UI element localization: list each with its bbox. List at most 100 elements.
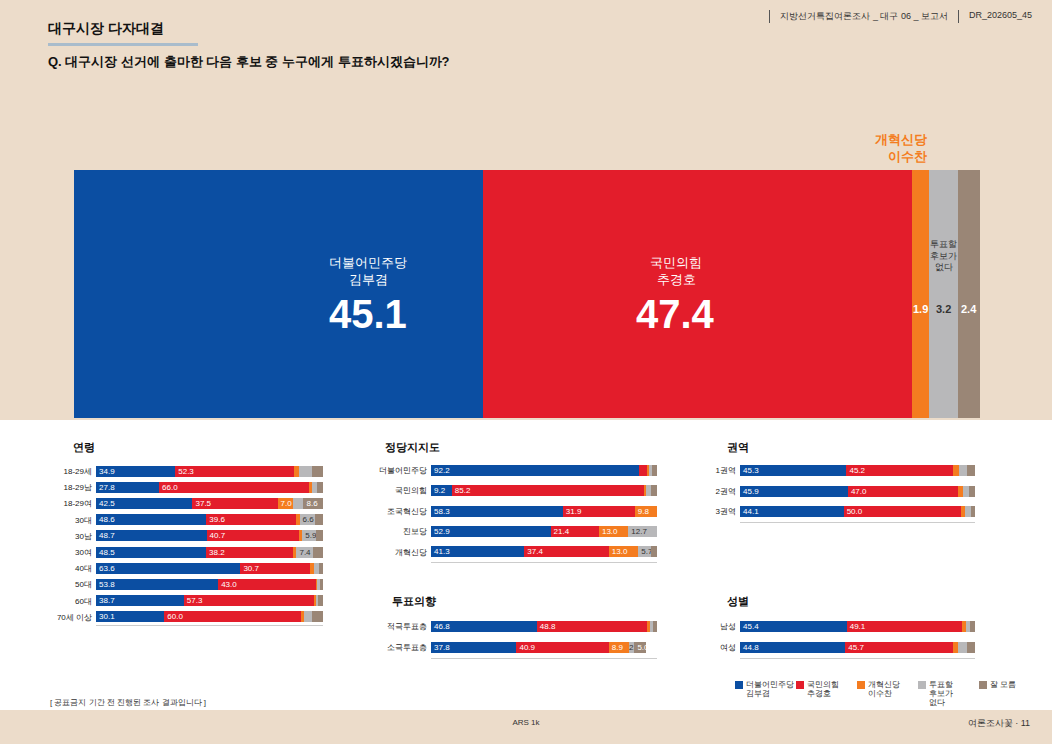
svg-text:37.4: 37.4 [527,547,543,556]
svg-text:53.8: 53.8 [99,580,115,589]
svg-text:2권역: 2권역 [716,487,736,496]
svg-text:1.9: 1.9 [913,303,928,315]
html-text:개혁신당 이수찬: 개혁신당 이수찬 [868,680,900,698]
svg-text:48.6: 48.6 [99,515,115,524]
svg-text:개혁신당이수찬: 개혁신당이수찬 [875,132,927,164]
svg-text:9.2: 9.2 [434,486,446,495]
html-text:성별: 성별 [727,595,749,607]
svg-text:더불어민주당김부겸: 더불어민주당김부겸 [329,255,407,287]
svg-text:5.9: 5.9 [305,531,317,540]
svg-text:개혁신당: 개혁신당 [395,548,427,557]
svg-text:30.7: 30.7 [243,564,259,573]
svg-text:더불어민주당: 더불어민주당 [379,466,427,475]
svg-text:92.2: 92.2 [434,466,450,475]
svg-text:40대: 40대 [75,564,92,573]
svg-text:48.5: 48.5 [99,548,115,557]
svg-text:38.2: 38.2 [209,548,225,557]
svg-text:2.4: 2.4 [961,303,977,315]
svg-text:소극투표층: 소극투표층 [387,643,427,652]
html-text:대구시장 다자대결: 대구시장 다자대결 [48,20,164,36]
svg-text:7.4: 7.4 [299,548,311,557]
svg-text:투표할후보가없다: 투표할후보가없다 [930,239,957,272]
svg-text:37.5: 37.5 [195,499,211,508]
svg-text:13.0: 13.0 [602,527,618,536]
svg-text:1권역: 1권역 [716,466,736,475]
svg-text:45.3: 45.3 [743,466,759,475]
svg-text:30남: 30남 [75,532,92,541]
svg-text:적극투표층: 적극투표층 [387,622,427,631]
html-text:DR_202605_45: DR_202605_45 [968,10,1032,20]
svg-text:85.2: 85.2 [455,486,471,495]
svg-text:44.1: 44.1 [743,507,759,516]
svg-text:21.4: 21.4 [554,527,570,536]
svg-text:48.7: 48.7 [99,531,115,540]
svg-text:40.7: 40.7 [210,531,226,540]
svg-text:7.0: 7.0 [281,499,293,508]
svg-text:12.7: 12.7 [631,527,647,536]
svg-text:30여: 30여 [75,548,92,557]
html-text:투표할 후보가 없다: 투표할 후보가 없다 [929,680,953,707]
svg-text:52.9: 52.9 [434,527,450,536]
svg-text:63.6: 63.6 [99,564,115,573]
svg-text:38.7: 38.7 [99,596,115,605]
svg-text:5.7: 5.7 [641,547,653,556]
svg-text:국민의힘추경호: 국민의힘추경호 [650,255,702,287]
html-text:권역: 권역 [727,441,749,453]
svg-text:42.5: 42.5 [99,499,115,508]
svg-text:57.3: 57.3 [187,596,203,605]
svg-text:8.9: 8.9 [612,643,624,652]
svg-text:37.8: 37.8 [434,643,450,652]
svg-text:58.3: 58.3 [434,507,450,516]
svg-text:41.3: 41.3 [434,547,450,556]
svg-text:30.1: 30.1 [99,612,115,621]
svg-text:44.8: 44.8 [743,643,759,652]
svg-text:진보당: 진보당 [403,527,427,536]
svg-text:여성: 여성 [720,643,736,652]
svg-text:2.4: 2.4 [629,643,641,652]
svg-text:31.9: 31.9 [566,507,582,516]
svg-text:47.4: 47.4 [636,292,715,336]
svg-text:49.1: 49.1 [850,622,866,631]
svg-text:5.0: 5.0 [637,643,649,652]
svg-text:3.2: 3.2 [936,303,951,315]
svg-text:46.8: 46.8 [434,622,450,631]
svg-text:13.0: 13.0 [612,547,628,556]
svg-text:50.0: 50.0 [847,507,863,516]
svg-text:조국혁신당: 조국혁신당 [387,507,427,516]
html-text:Q. 대구시장 선거에 출마한 다음 후보 중 누구에게 투: Q. 대구시장 선거에 출마한 다음 후보 중 누구에게 투표하시겠습니까? [48,54,450,69]
svg-text:60.0: 60.0 [167,612,183,621]
html-text:더불어민주당 김부겸: 더불어민주당 김부겸 [746,680,794,698]
html-text:연령: 연령 [73,441,95,453]
html-text:정당지지도: 정당지지도 [385,441,440,453]
svg-text:52.3: 52.3 [178,467,194,476]
svg-text:8.6: 8.6 [306,499,318,508]
svg-text:45.1: 45.1 [329,292,407,336]
svg-text:50대: 50대 [75,580,92,589]
svg-text:40.9: 40.9 [519,643,535,652]
svg-text:34.9: 34.9 [99,467,115,476]
svg-text:30대: 30대 [75,516,92,525]
svg-text:국민의힘: 국민의힘 [395,486,427,495]
svg-text:45.4: 45.4 [743,622,759,631]
svg-text:43.0: 43.0 [221,580,237,589]
html-text:투표의향: 투표의향 [392,595,436,607]
svg-text:45.7: 45.7 [848,643,864,652]
svg-text:39.6: 39.6 [209,515,225,524]
svg-text:남성: 남성 [720,622,736,631]
svg-text:66.0: 66.0 [162,483,178,492]
html-text:국민의힘 추경호: 국민의힘 추경호 [807,680,839,698]
svg-text:18-29세: 18-29세 [64,467,92,476]
svg-text:48.8: 48.8 [540,622,556,631]
svg-text:45.2: 45.2 [849,466,865,475]
svg-text:70세 이상: 70세 이상 [57,613,92,622]
svg-text:9.8: 9.8 [638,507,650,516]
svg-text:60대: 60대 [75,597,92,606]
svg-text:18-29남: 18-29남 [64,483,92,492]
svg-text:47.0: 47.0 [851,487,867,496]
html-text:지방선거특집여론조사 _ 대구 06 _ 보고서: 지방선거특집여론조사 _ 대구 06 _ 보고서 [780,11,948,21]
svg-text:18-29여: 18-29여 [64,499,92,508]
svg-text:45.9: 45.9 [743,487,759,496]
svg-text:3권역: 3권역 [716,507,736,516]
svg-text:27.8: 27.8 [99,483,115,492]
svg-text:6.6: 6.6 [303,515,315,524]
